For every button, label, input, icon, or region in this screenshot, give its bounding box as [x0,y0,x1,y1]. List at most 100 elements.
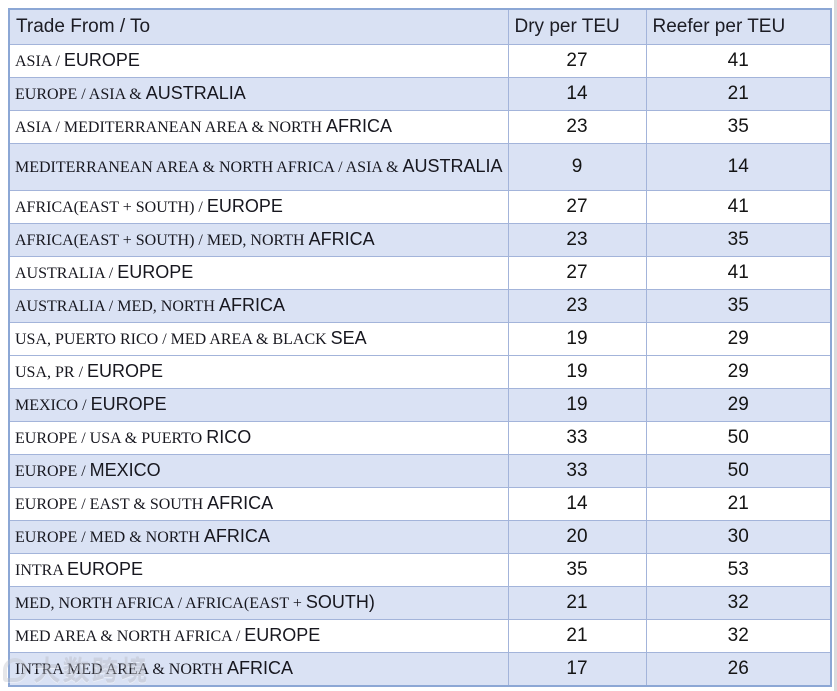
trade-route-last-word: EUROPE [67,559,144,579]
trade-route-cell: EUROPE / MED & NORTH AFRICA [8,520,509,554]
trade-route-last-word: AFRICA [207,493,274,513]
trade-route-text: EUROPE / USA & PUERTO [15,430,207,447]
dry-rate-cell: 20 [507,520,647,554]
dry-rate-cell: 17 [507,652,647,687]
table-row: AUSTRALIA / EUROPE 27 41 [8,256,832,290]
table-row: EUROPE / MED & NORTH AFRICA 20 30 [8,520,832,554]
table-row: EUROPE / MEXICO 33 50 [8,454,832,488]
trade-route-cell: AUSTRALIA / MED, NORTH AFRICA [8,289,509,323]
dry-rate-cell: 19 [507,355,647,389]
table-row: ASIA / MEDITERRANEAN AREA & NORTH AFRICA… [8,110,832,144]
dry-rate-cell: 23 [507,110,647,144]
column-header-dry: Dry per TEU [507,8,647,45]
reefer-rate-cell: 35 [645,110,832,144]
trade-route-cell: ASIA / MEDITERRANEAN AREA & NORTH AFRICA [8,110,509,144]
dry-rate-cell: 33 [507,454,647,488]
table-row: MEDITERRANEAN AREA & NORTH AFRICA / ASIA… [8,143,832,191]
reefer-rate-cell: 26 [645,652,832,687]
table-row: INTRA MED AREA & NORTH AFRICA 17 26 [8,652,832,687]
trade-route-last-word: AFRICA [203,526,270,546]
trade-route-text: MED AREA & NORTH AFRICA / [15,628,245,645]
trade-route-text: AUSTRALIA / MED, NORTH [15,298,219,315]
trade-route-last-word: AFRICA [226,658,293,678]
trade-route-last-word: AUSTRALIA [145,83,246,103]
dry-rate-cell: 23 [507,223,647,257]
column-header-reefer: Reefer per TEU [645,8,832,45]
reefer-rate-cell: 41 [645,190,832,224]
dry-rate-cell: 33 [507,421,647,455]
dry-rate-cell: 14 [507,77,647,111]
trade-route-cell: USA, PR / EUROPE [8,355,509,389]
trade-route-text: USA, PR / [15,364,88,381]
table-row: AFRICA(EAST + SOUTH) / MED, NORTH AFRICA… [8,223,832,257]
trade-route-last-word: RICO [206,427,252,447]
dry-rate-cell: 27 [507,256,647,290]
trade-route-cell: INTRA EUROPE [8,553,509,587]
trade-route-cell: INTRA MED AREA & NORTH AFRICA [8,652,509,687]
window-edge [834,0,837,691]
trade-route-text: EUROPE / ASIA & [15,86,146,103]
reefer-rate-cell: 41 [645,256,832,290]
trade-route-text: MED, NORTH AFRICA / AFRICA(EAST + [15,595,306,612]
table-row: AUSTRALIA / MED, NORTH AFRICA 23 35 [8,289,832,323]
table-header-row: Trade From / To Dry per TEU Reefer per T… [8,8,832,45]
dry-rate-cell: 23 [507,289,647,323]
table-row: MEXICO / EUROPE 19 29 [8,388,832,422]
reefer-rate-cell: 29 [645,388,832,422]
trade-route-text: AFRICA(EAST + SOUTH) / [15,199,207,216]
trade-route-cell: EUROPE / ASIA & AUSTRALIA [8,77,509,111]
dry-rate-cell: 21 [507,619,647,653]
dry-rate-cell: 19 [507,322,647,356]
trade-route-last-word: SOUTH) [305,592,375,612]
trade-route-last-word: AUSTRALIA [402,156,503,176]
trade-route-cell: EUROPE / USA & PUERTO RICO [8,421,509,455]
table-row: INTRA EUROPE 35 53 [8,553,832,587]
trade-route-cell: USA, PUERTO RICO / MED AREA & BLACK SEA [8,322,509,356]
reefer-rate-cell: 30 [645,520,832,554]
trade-route-last-word: EUROPE [90,394,167,414]
trade-route-last-word: MEXICO [89,460,161,480]
table-row: USA, PR / EUROPE 19 29 [8,355,832,389]
reefer-rate-cell: 32 [645,619,832,653]
trade-route-last-word: AFRICA [308,229,375,249]
dry-rate-cell: 21 [507,586,647,620]
trade-route-cell: MEDITERRANEAN AREA & NORTH AFRICA / ASIA… [8,143,509,191]
dry-rate-cell: 35 [507,553,647,587]
trade-route-text: AFRICA(EAST + SOUTH) / MED, NORTH [15,232,309,249]
table-row: EUROPE / ASIA & AUSTRALIA 14 21 [8,77,832,111]
reefer-rate-cell: 35 [645,223,832,257]
reefer-rate-cell: 21 [645,77,832,111]
reefer-rate-cell: 41 [645,44,832,78]
trade-route-last-word: SEA [330,328,367,348]
table-row: EUROPE / USA & PUERTO RICO 33 50 [8,421,832,455]
trade-route-cell: MED, NORTH AFRICA / AFRICA(EAST + SOUTH) [8,586,509,620]
trade-route-last-word: AFRICA [218,295,285,315]
trade-route-text: ASIA / [15,53,64,70]
trade-route-last-word: EUROPE [244,625,321,645]
reefer-rate-cell: 32 [645,586,832,620]
trade-route-last-word: EUROPE [117,262,194,282]
reefer-rate-cell: 21 [645,487,832,521]
dry-rate-cell: 14 [507,487,647,521]
trade-route-text: ASIA / MEDITERRANEAN AREA & NORTH [15,119,327,136]
trade-route-cell: AUSTRALIA / EUROPE [8,256,509,290]
reefer-rate-cell: 50 [645,421,832,455]
reefer-rate-cell: 53 [645,553,832,587]
trade-route-cell: AFRICA(EAST + SOUTH) / EUROPE [8,190,509,224]
column-header-trade: Trade From / To [8,8,509,45]
dry-rate-cell: 27 [507,190,647,224]
trade-route-cell: EUROPE / EAST & SOUTH AFRICA [8,487,509,521]
reefer-rate-cell: 35 [645,289,832,323]
reefer-rate-cell: 29 [645,355,832,389]
reefer-rate-cell: 14 [645,143,832,191]
table-row: AFRICA(EAST + SOUTH) / EUROPE 27 41 [8,190,832,224]
table-row: MED, NORTH AFRICA / AFRICA(EAST + SOUTH)… [8,586,832,620]
trade-route-text: INTRA MED AREA & NORTH [15,661,227,678]
reefer-rate-cell: 50 [645,454,832,488]
trade-route-cell: MED AREA & NORTH AFRICA / EUROPE [8,619,509,653]
trade-route-cell: ASIA / EUROPE [8,44,509,78]
reefer-rate-cell: 29 [645,322,832,356]
table-row: USA, PUERTO RICO / MED AREA & BLACK SEA … [8,322,832,356]
table-row: EUROPE / EAST & SOUTH AFRICA 14 21 [8,487,832,521]
